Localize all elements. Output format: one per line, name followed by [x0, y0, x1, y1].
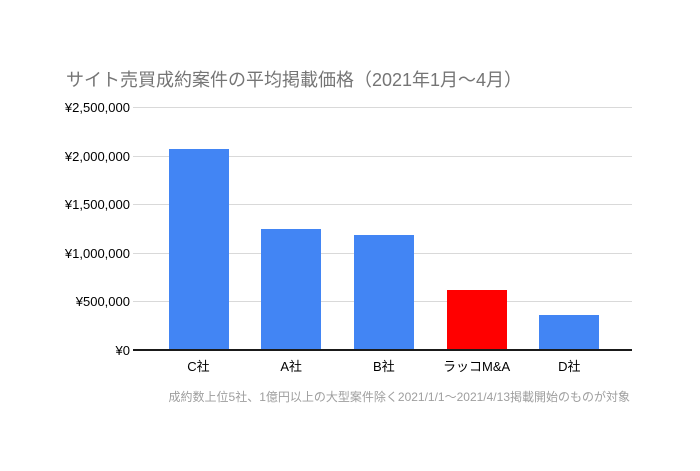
- x-axis-tick-label: ラッコM&A: [443, 359, 511, 374]
- x-axis-tick-label: A社: [280, 359, 303, 374]
- x-axis-tick-label: D社: [558, 359, 581, 374]
- bar-D社: [539, 315, 600, 350]
- gridline: [133, 107, 632, 108]
- chart-footnote: 成約数上位5社、1億円以上の大型案件除く2021/1/1〜2021/4/13掲載…: [168, 390, 630, 404]
- gridline: [133, 155, 632, 157]
- chart-title: サイト売買成約案件の平均掲載価格（2021年1月〜4月）: [66, 70, 523, 90]
- x-axis-line: [133, 349, 632, 351]
- bar-C社: [168, 149, 229, 350]
- y-axis-tick-label: ¥500,000: [75, 294, 130, 309]
- gridline: [133, 204, 632, 205]
- bar-ラッコM&A: [446, 289, 507, 350]
- x-axis-tick-label: B社: [373, 359, 395, 374]
- bar-B社: [353, 234, 414, 350]
- y-axis-tick-label: ¥0: [115, 342, 130, 358]
- y-axis-tick-label: ¥1,500,000: [64, 197, 130, 212]
- bar-A社: [261, 228, 322, 350]
- y-axis-tick-label: ¥2,500,000: [64, 100, 130, 115]
- x-axis-tick-label: C社: [187, 359, 210, 374]
- y-axis-tick-label: ¥2,000,000: [64, 148, 130, 164]
- y-axis-tick-label: ¥1,000,000: [64, 245, 130, 261]
